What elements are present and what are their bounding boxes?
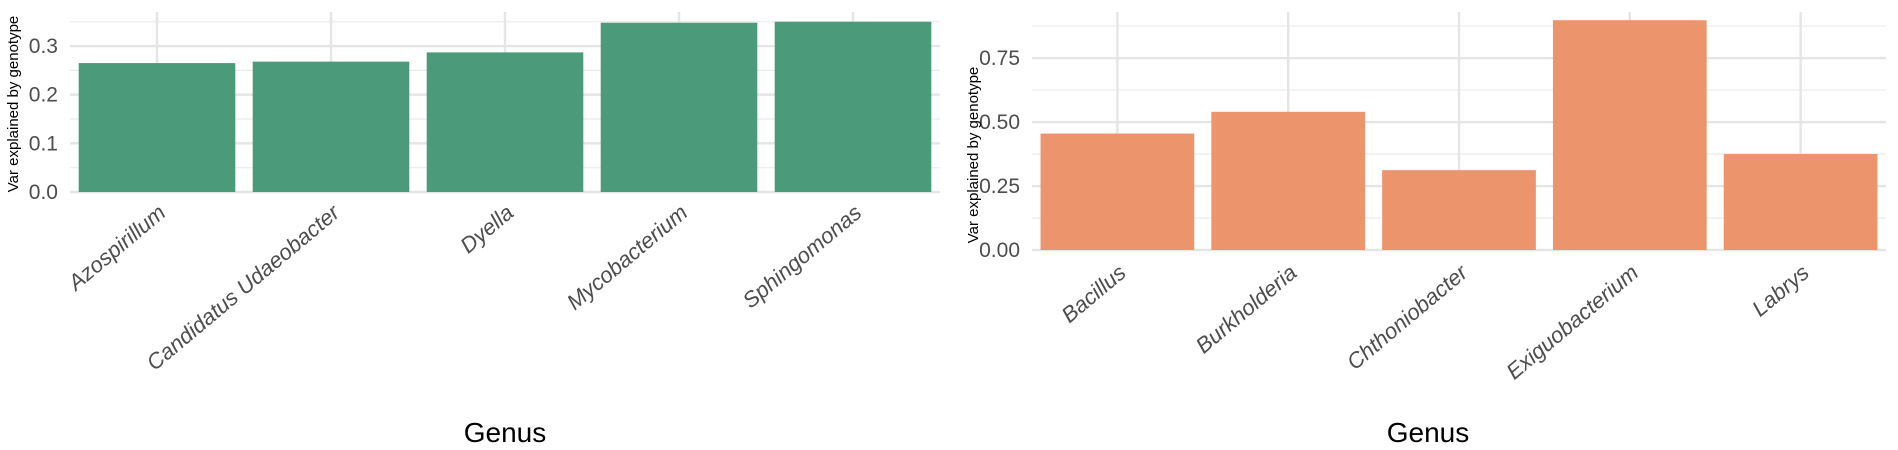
y-tick-label: 0.2 bbox=[29, 84, 58, 107]
bar bbox=[1552, 20, 1707, 251]
x-tick-label: Mycobacterium bbox=[562, 200, 692, 315]
y-tick-label: 0.25 bbox=[979, 175, 1020, 198]
bar bbox=[1723, 154, 1878, 250]
y-tick-label: 0.50 bbox=[979, 111, 1020, 134]
y-tick-label: 0.1 bbox=[29, 132, 58, 155]
y-tick-label: 0.3 bbox=[29, 35, 58, 58]
chart-right-bar: 0.00 0.25 0.50 0.75 Bacillus Burkholderia Cht… bbox=[965, 12, 1886, 448]
bar bbox=[78, 63, 236, 192]
x-tick-label: Exiguobacterium bbox=[1501, 260, 1643, 384]
y-tick-labels: 0.0 0.1 0.2 0.3 bbox=[29, 35, 58, 204]
bar bbox=[774, 21, 932, 192]
x-tick-label: Dyella bbox=[455, 200, 518, 258]
x-axis-title: Genus bbox=[464, 417, 547, 448]
x-tick-label: Azospirillum bbox=[62, 200, 170, 297]
y-tick-label: 0.75 bbox=[979, 47, 1020, 70]
x-tick-label: Chthoniobacter bbox=[1342, 259, 1474, 375]
bar bbox=[1211, 111, 1366, 250]
y-tick-label: 0.00 bbox=[979, 239, 1020, 262]
y-tick-label: 0.0 bbox=[29, 181, 58, 204]
x-tick-labels: Bacillus Burkholderia Chthoniobacter Exiguo… bbox=[1056, 259, 1813, 385]
y-tick-labels: 0.00 0.25 0.50 0.75 bbox=[979, 47, 1020, 262]
bar bbox=[252, 61, 410, 193]
x-tick-label: Labrys bbox=[1747, 260, 1814, 322]
bar bbox=[426, 52, 584, 192]
y-axis-title: Var explained by genotype bbox=[965, 67, 982, 244]
bar bbox=[600, 22, 758, 193]
x-tick-label: Sphingomonas bbox=[738, 200, 867, 314]
x-tick-label: Burkholderia bbox=[1191, 260, 1302, 359]
x-tick-label: Bacillus bbox=[1056, 260, 1130, 328]
bar bbox=[1040, 133, 1195, 250]
bar bbox=[1382, 170, 1536, 250]
bars bbox=[1040, 20, 1878, 251]
y-axis-title: Var explained by genotype bbox=[5, 16, 22, 193]
x-tick-label: Candidatus Udaeobacter bbox=[142, 199, 346, 376]
bars bbox=[78, 21, 932, 193]
x-axis-title: Genus bbox=[1387, 417, 1470, 448]
